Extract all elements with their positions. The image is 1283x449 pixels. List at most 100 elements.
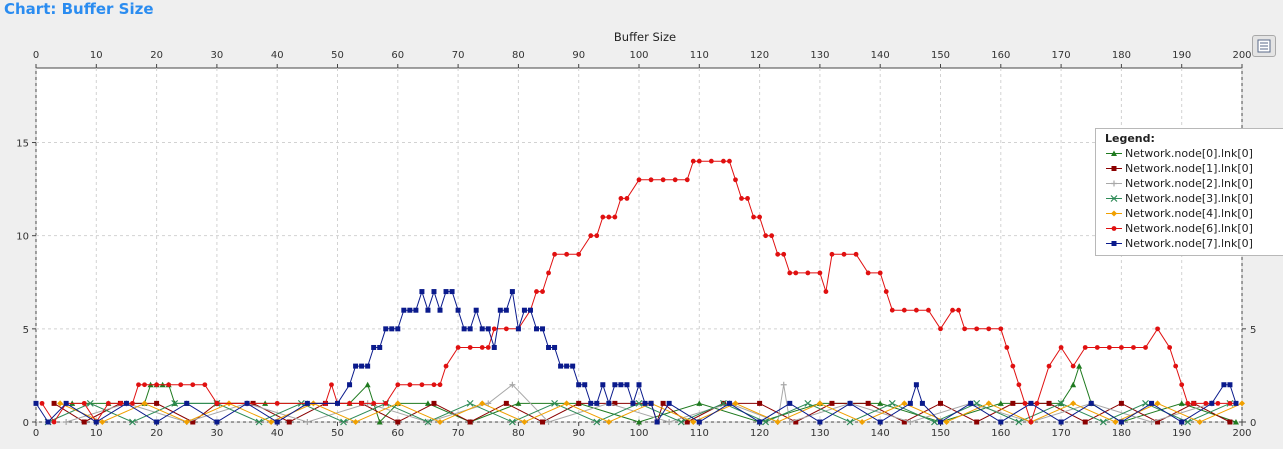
legend-swatch: [1105, 163, 1123, 174]
series-network-node-7-lnk-0-point: [1058, 419, 1064, 425]
series-network-node-6-lnk-0-point: [395, 382, 401, 388]
series-network-node-0-lnk-0-point: [1232, 419, 1239, 425]
series-network-node-6-lnk-0-point: [1191, 400, 1197, 406]
y-tick-label-right: 5: [1250, 325, 1256, 336]
x-tick-label: 20: [150, 428, 163, 439]
series-network-node-7-lnk-0-point: [527, 307, 533, 313]
series-network-node-0-lnk-0-point: [1070, 381, 1077, 388]
series-network-node-6-lnk-0-point: [1179, 382, 1185, 388]
series-network-node-6-lnk-0-point: [841, 251, 847, 257]
x-tick-label-top: 30: [211, 50, 224, 61]
legend-swatch-marker: [1111, 166, 1117, 171]
series-network-node-6-lnk-0-point: [793, 270, 799, 276]
series-network-node-6-lnk-0-point: [745, 196, 750, 201]
series-network-node-6-lnk-0-point: [1082, 345, 1088, 350]
series-network-node-3-lnk-0-point: [593, 418, 601, 426]
series-network-node-6-lnk-0-point: [962, 326, 968, 332]
legend-entry: Network.node[3].lnk[0]: [1105, 191, 1283, 206]
legend-entries: Network.node[0].lnk[0] Network.node[1].ln…: [1105, 146, 1283, 251]
series-network-node-1-lnk-0-point: [81, 419, 87, 425]
series-network-node-3-lnk-0-point: [340, 418, 347, 426]
series-network-node-4-lnk-0-point: [437, 419, 444, 425]
legend-entry: Network.node[6].lnk[0]: [1105, 221, 1283, 236]
legend-entry: Network.node[1].lnk[0]: [1105, 161, 1283, 176]
legend-swatch-marker: [1111, 226, 1117, 231]
series-network-node-6-lnk-0-point: [877, 270, 883, 276]
series-network-node-6-lnk-0-point: [817, 270, 823, 276]
series-network-node-7-lnk-0-point: [968, 400, 974, 406]
series-network-node-4-lnk-0-point: [479, 400, 486, 407]
series-network-node-6-lnk-0-point: [178, 382, 184, 388]
series-network-node-6-lnk-0-point: [190, 382, 196, 388]
series-network-node-7-lnk-0-point: [696, 419, 702, 425]
series-network-node-7-lnk-0-point: [570, 363, 576, 369]
chart-options-button[interactable]: [1252, 35, 1276, 57]
series-network-node-6-lnk-0-point: [696, 158, 702, 164]
series-network-node-4-lnk-0-point: [901, 400, 908, 407]
series-network-node-7-lnk-0-point: [582, 382, 588, 388]
series-network-node-1-lnk-0-point: [938, 400, 943, 406]
series-network-node-7-lnk-0-point: [154, 419, 160, 425]
series-network-node-3-lnk-0-point: [804, 399, 812, 407]
series-network-node-7-lnk-0-point: [335, 400, 340, 406]
series-network-node-6-lnk-0-point: [883, 289, 889, 294]
series-network-node-7-lnk-0-point: [443, 289, 449, 295]
series-network-node-6-lnk-0-point: [214, 400, 220, 406]
x-tick-label: 170: [1052, 428, 1071, 439]
legend-label: Network.node[3].lnk[0]: [1125, 192, 1253, 205]
legend-swatch: [1105, 193, 1123, 204]
series-network-node-4-lnk-0-point: [57, 400, 64, 407]
series-network-node-6-lnk-0-point: [534, 289, 539, 294]
series-network-node-6-lnk-0-point: [455, 345, 461, 350]
legend-label: Network.node[0].lnk[0]: [1125, 147, 1253, 160]
series-network-node-6-lnk-0-point: [974, 326, 980, 332]
series-network-node-7-lnk-0-point: [419, 289, 425, 295]
series-network-node-7-lnk-0-point: [431, 289, 437, 295]
series-network-node-6-lnk-0-point: [154, 382, 160, 388]
series-network-node-6-lnk-0-point: [913, 307, 919, 313]
series-network-node-3-lnk-0-point: [888, 399, 896, 407]
series-network-node-7-lnk-0-point: [558, 363, 564, 369]
series-network-node-6-lnk-0-point: [901, 307, 907, 313]
series-network-node-6-lnk-0-point: [347, 400, 352, 406]
series-network-node-7-lnk-0-point: [938, 419, 943, 425]
series-network-node-3-lnk-0-point: [424, 418, 432, 426]
series-network-node-7-lnk-0-point: [455, 307, 461, 313]
series-network-node-4-lnk-0-point: [563, 400, 570, 407]
series-network-node-6-lnk-0-point: [739, 196, 744, 201]
x-tick-label: 200: [1232, 428, 1251, 439]
series-network-node-7-lnk-0-point: [461, 326, 467, 332]
x-tick-label-top: 60: [391, 50, 404, 61]
legend-label: Network.node[7].lnk[0]: [1125, 237, 1253, 250]
x-tick-label: 50: [331, 428, 344, 439]
series-network-node-7-lnk-0-point: [600, 382, 606, 388]
series-network-node-0-lnk-0-point: [1178, 400, 1185, 406]
series-network-node-6-lnk-0-point: [823, 289, 829, 294]
x-tick-label-top: 130: [810, 50, 829, 61]
series-network-node-7-lnk-0-point: [998, 419, 1004, 425]
x-tick-label-top: 100: [629, 50, 648, 61]
series-network-node-6-lnk-0-point: [491, 326, 497, 332]
series-network-node-2-lnk-0-point: [304, 419, 311, 425]
y-tick-label: 5: [23, 325, 29, 336]
series-network-node-0-lnk-0-point: [997, 400, 1004, 406]
series-network-node-7-lnk-0-point: [407, 307, 413, 313]
series-network-node-1-lnk-0-point: [503, 400, 509, 406]
series-network-node-7-lnk-0-point: [726, 400, 732, 406]
series-network-node-7-lnk-0-point: [1233, 400, 1239, 406]
list-icon: [1257, 39, 1271, 53]
series-network-node-7-lnk-0-point: [63, 400, 69, 406]
series-network-node-7-lnk-0-point: [817, 419, 823, 425]
series-network-node-6-lnk-0-point: [118, 400, 123, 406]
legend-label: Network.node[2].lnk[0]: [1125, 177, 1253, 190]
series-network-node-4-lnk-0-point: [141, 400, 148, 407]
y-tick-label: 15: [16, 139, 29, 150]
series-network-node-1-lnk-0-point: [467, 419, 473, 425]
series-network-node-6-lnk-0-point: [660, 177, 666, 183]
series-network-node-2-lnk-0-point: [509, 381, 516, 388]
x-tick-label: 140: [871, 428, 890, 439]
series-network-node-4-lnk-0-point: [99, 419, 106, 425]
y-tick-label-right: 0: [1250, 418, 1256, 429]
series-network-node-7-lnk-0-point: [564, 363, 570, 369]
series-network-node-6-lnk-0-point: [546, 270, 551, 276]
